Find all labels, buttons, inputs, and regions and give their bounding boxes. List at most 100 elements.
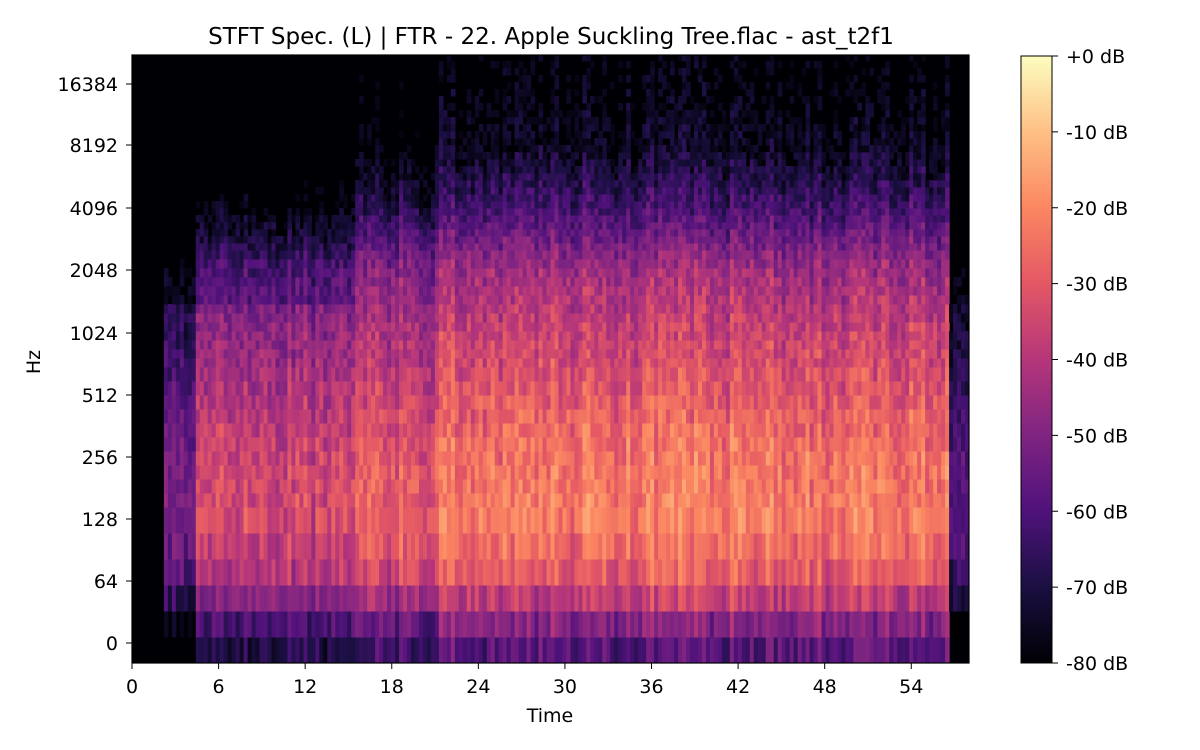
spectrogram-cell: [438, 152, 444, 160]
spectrogram-cell: [395, 236, 400, 244]
spectrogram-cell: [546, 166, 552, 174]
spectrogram-cell: [530, 304, 536, 314]
spectrogram-cell: [558, 611, 564, 638]
spectrogram-cell: [375, 367, 380, 382]
spectrogram-cell: [482, 187, 488, 195]
spectrogram-cell: [562, 166, 568, 174]
spectrogram-cell: [167, 437, 173, 452]
spectrogram-cell: [267, 215, 273, 223]
spectrogram-cell: [371, 322, 376, 332]
spectrogram-cell: [478, 451, 484, 466]
spectrogram-cell: [411, 243, 416, 251]
spectrogram-cell: [387, 331, 392, 341]
spectrogram-cell: [554, 124, 560, 132]
spectrogram-cell: [566, 367, 572, 382]
spectrogram-cell: [466, 236, 472, 244]
spectrogram-cell: [347, 322, 352, 332]
spectrogram-cell: [339, 585, 344, 612]
spectrogram-cell: [630, 585, 635, 612]
spectrogram-cell: [219, 222, 225, 230]
spectrogram-cell: [231, 236, 237, 244]
spectrogram-cell: [634, 349, 639, 359]
spectrogram-cell: [570, 451, 576, 466]
spectrogram-cell: [510, 313, 516, 323]
spectrogram-cell: [594, 286, 599, 296]
spectrogram-cell: [414, 131, 420, 139]
spectrogram-cell: [171, 304, 177, 314]
spectrogram-cell: [542, 507, 548, 534]
spectrogram-cell: [379, 145, 384, 153]
spectrogram-cell: [450, 259, 456, 269]
spectrogram-cell: [211, 208, 217, 216]
spectrogram-cell: [267, 331, 273, 341]
spectrogram-cell: [327, 236, 332, 244]
spectrogram-cell: [614, 187, 619, 195]
spectrogram-cell: [578, 349, 583, 359]
spectrogram-cell: [191, 423, 197, 438]
spectrogram-cell: [594, 152, 599, 160]
spectrogram-cell: [566, 180, 572, 188]
spectrogram-cell: [235, 358, 241, 368]
spectrogram-cell: [502, 145, 508, 153]
spectrogram-cell: [307, 358, 312, 368]
spectrogram-cell: [434, 229, 440, 237]
spectrogram-cell: [614, 533, 619, 560]
spectrogram-cell: [586, 559, 591, 586]
spectrogram-cell: [171, 493, 177, 508]
spectrogram-cell: [355, 208, 360, 216]
spectrogram-cell: [375, 180, 380, 188]
spectrogram-cell: [518, 437, 524, 452]
spectrogram-cell: [403, 493, 408, 508]
spectrogram-cell: [510, 533, 516, 560]
spectrogram-cell: [578, 331, 583, 341]
spectrogram-cell: [438, 395, 444, 410]
spectrogram-cell: [438, 559, 444, 586]
spectrogram-cell: [582, 159, 587, 167]
spectrogram-cell: [522, 585, 528, 612]
spectrogram-cell: [642, 395, 647, 410]
spectrogram-cell: [586, 208, 591, 216]
spectrogram-cell: [570, 286, 576, 296]
spectrogram-cell: [359, 349, 364, 359]
spectrogram-cell: [199, 367, 205, 382]
spectrogram-cell: [359, 493, 364, 508]
spectrogram-cell: [546, 451, 552, 466]
spectrogram-cell: [614, 313, 619, 323]
spectrogram-cell: [179, 409, 185, 424]
spectrogram-cell: [411, 259, 416, 269]
spectrogram-cell: [542, 437, 548, 452]
spectrogram-cell: [618, 395, 623, 410]
spectrogram-cell: [379, 409, 384, 424]
spectrogram-cell: [598, 611, 603, 638]
spectrogram-cell: [426, 533, 432, 560]
spectrogram-cell: [530, 409, 536, 424]
spectrogram-cell: [578, 236, 583, 244]
spectrogram-cell: [311, 331, 316, 341]
spectrogram-cell: [494, 331, 500, 341]
spectrogram-cell: [215, 208, 221, 216]
spectrogram-cell: [518, 585, 524, 612]
spectrogram-cell: [526, 145, 532, 153]
spectrogram-cell: [546, 229, 552, 237]
spectrogram-cell: [630, 259, 635, 269]
spectrogram-cell: [343, 313, 348, 323]
spectrogram-cell: [215, 201, 221, 209]
spectrogram-cell: [407, 358, 412, 368]
spectrogram-cell: [359, 173, 364, 181]
spectrogram-cell: [343, 533, 348, 560]
spectrogram-cell: [614, 409, 619, 424]
spectrogram-cell: [474, 259, 480, 269]
spectrogram-cell: [438, 286, 444, 296]
spectrogram-cell: [426, 313, 432, 323]
spectrogram-cell: [271, 259, 277, 269]
spectrogram-cell: [438, 423, 444, 438]
spectrogram-cell: [482, 322, 488, 332]
spectrogram-cell: [422, 465, 428, 480]
spectrogram-cell: [291, 451, 297, 466]
spectrogram-cell: [586, 313, 591, 323]
spectrogram-cell: [522, 322, 528, 332]
spectrogram-cell: [414, 236, 420, 244]
spectrogram-cell: [367, 250, 372, 260]
spectrogram-cell: [554, 201, 560, 209]
spectrogram-cell: [530, 451, 536, 466]
